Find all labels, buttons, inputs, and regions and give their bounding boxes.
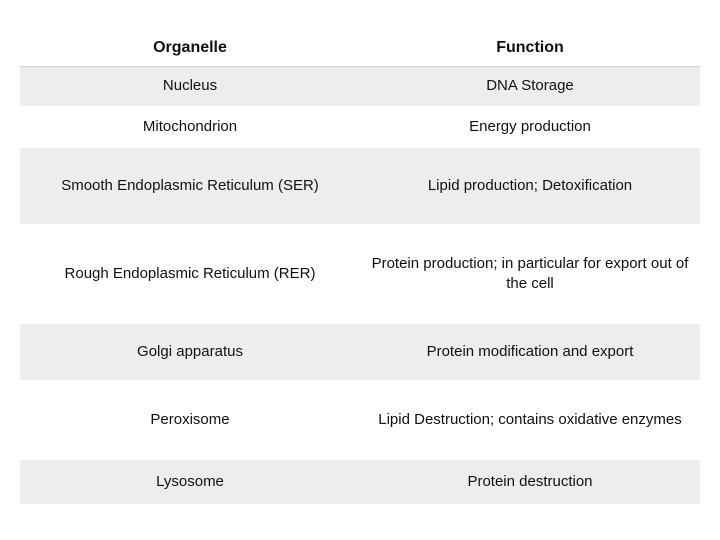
cell-function: Protein destruction [360, 460, 700, 504]
cell-organelle: Peroxisome [20, 380, 360, 460]
table-body: Nucleus DNA Storage Mitochondrion Energy… [20, 66, 700, 504]
cell-function: Lipid production; Detoxification [360, 148, 700, 224]
table-row: Peroxisome Lipid Destruction; contains o… [20, 380, 700, 460]
cell-organelle: Smooth Endoplasmic Reticulum (SER) [20, 148, 360, 224]
cell-function: Lipid Destruction; contains oxidative en… [360, 380, 700, 460]
organelle-table: Organelle Function Nucleus DNA Storage M… [20, 30, 700, 504]
cell-organelle: Rough Endoplasmic Reticulum (RER) [20, 224, 360, 324]
table-row: Smooth Endoplasmic Reticulum (SER) Lipid… [20, 148, 700, 224]
table-row: Rough Endoplasmic Reticulum (RER) Protei… [20, 224, 700, 324]
cell-function: Protein production; in particular for ex… [360, 224, 700, 324]
table-row: Lysosome Protein destruction [20, 460, 700, 504]
col-header-organelle: Organelle [20, 30, 360, 66]
cell-organelle: Mitochondrion [20, 106, 360, 148]
table-header-row: Organelle Function [20, 30, 700, 66]
col-header-function: Function [360, 30, 700, 66]
cell-organelle: Nucleus [20, 66, 360, 106]
table-row: Mitochondrion Energy production [20, 106, 700, 148]
cell-function: Protein modification and export [360, 324, 700, 380]
cell-function: DNA Storage [360, 66, 700, 106]
table-row: Golgi apparatus Protein modification and… [20, 324, 700, 380]
page: Organelle Function Nucleus DNA Storage M… [0, 0, 720, 540]
table-header: Organelle Function [20, 30, 700, 66]
cell-organelle: Golgi apparatus [20, 324, 360, 380]
cell-function: Energy production [360, 106, 700, 148]
cell-organelle: Lysosome [20, 460, 360, 504]
table-row: Nucleus DNA Storage [20, 66, 700, 106]
